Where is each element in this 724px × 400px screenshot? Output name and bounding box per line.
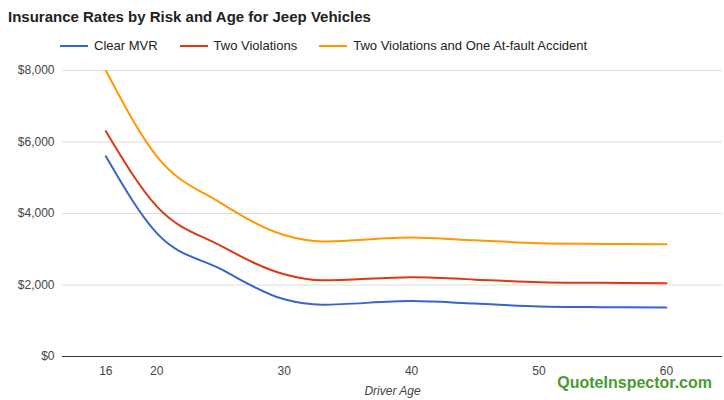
svg-text:$8,000: $8,000 [18, 63, 55, 77]
html-text:Two Violations: Two Violations [213, 38, 298, 53]
html-text:Two Violations and One At-faul: Two Violations and One At-fault Accident [353, 38, 588, 53]
html-text:Insurance Rates by Risk and Ag: Insurance Rates by Risk and Age for Jeep… [8, 8, 371, 25]
svg-text:40: 40 [405, 364, 419, 378]
svg-text:60: 60 [659, 364, 674, 378]
svg-text:Driver Age: Driver Age [364, 384, 421, 398]
svg-text:$0: $0 [41, 349, 55, 363]
html-text:QuoteInspector.com: QuoteInspector.com [557, 374, 712, 391]
svg-text:$4,000: $4,000 [18, 206, 55, 220]
svg-text:$6,000: $6,000 [18, 135, 55, 149]
svg-text:20: 20 [150, 364, 164, 378]
svg-text:50: 50 [532, 364, 546, 378]
svg-text:30: 30 [278, 364, 292, 378]
svg-text:$2,000: $2,000 [18, 278, 55, 292]
html-text:Clear MVR: Clear MVR [94, 38, 158, 53]
svg-text:16: 16 [99, 364, 113, 378]
